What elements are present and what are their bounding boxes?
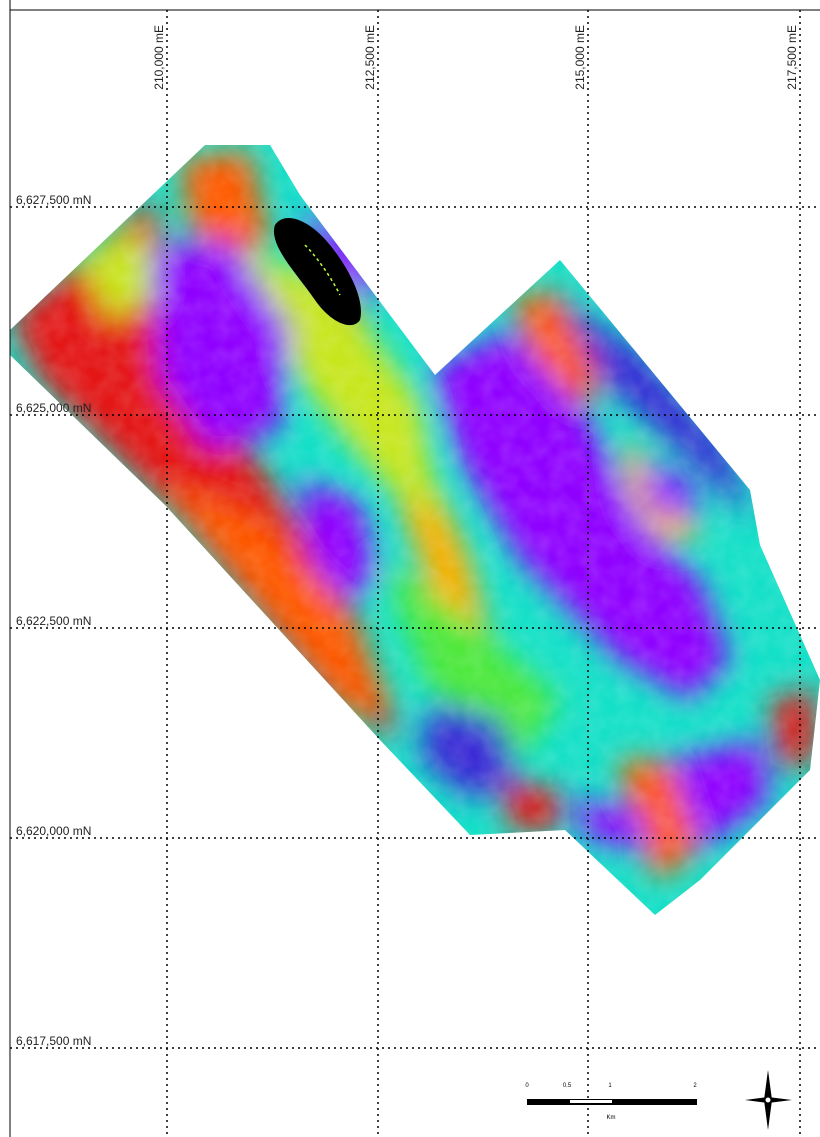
scale-bar: 0 0.5 1 2 Km: [525, 1083, 697, 1121]
scale-unit: Km: [607, 1115, 616, 1121]
easting-label: 215,000 mE: [573, 25, 587, 90]
easting-label: 212,500 mE: [363, 25, 377, 90]
grid-labels: 210,000 mE 212,500 mE 215,000 mE 217,500 mE…: [16, 25, 799, 1048]
scale-tick-1: 1: [608, 1083, 612, 1089]
north-arrow-east: [768, 1097, 792, 1103]
northing-label: 6,622,500 mN: [16, 614, 91, 628]
northing-label: 6,625,000 mN: [16, 401, 91, 415]
northing-label: 6,627,500 mN: [16, 193, 91, 207]
northing-label: 6,620,000 mN: [16, 824, 91, 838]
north-arrow-bottom: [764, 1100, 772, 1130]
easting-label: 217,500 mE: [785, 25, 799, 90]
north-arrow-top: [764, 1070, 772, 1100]
scale-tick-2: 2: [693, 1083, 697, 1089]
northing-label: 6,617,500 mN: [16, 1034, 91, 1048]
scale-tick-0-5: 0.5: [563, 1083, 572, 1089]
grid-lines: [9, 0, 820, 1137]
scale-tick-0: 0: [525, 1083, 529, 1089]
easting-label: 210,000 mE: [152, 25, 166, 90]
north-arrow-west: [745, 1097, 768, 1103]
scale-bar-segment: [570, 1100, 612, 1103]
north-arrow-center: [764, 1096, 772, 1104]
anomaly-contour: [304, 244, 341, 296]
anomaly-black-blob: [273, 217, 361, 326]
north-arrow-icon: [745, 1070, 792, 1130]
